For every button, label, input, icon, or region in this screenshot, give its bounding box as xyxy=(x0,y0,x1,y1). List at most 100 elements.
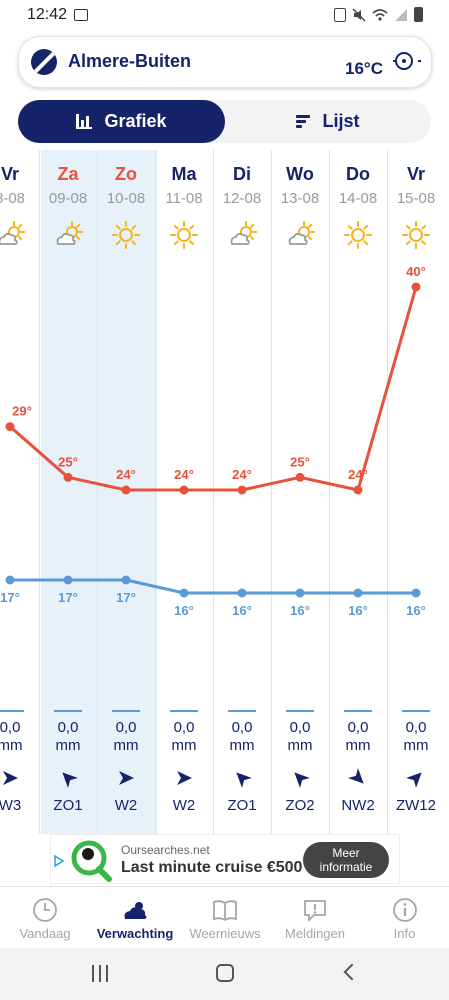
precipitation-unit: mm xyxy=(287,737,313,754)
gps-target-icon[interactable] xyxy=(393,52,421,70)
tab-grafiek[interactable]: Grafiek xyxy=(18,100,225,143)
column-separator xyxy=(155,150,156,834)
ad-logo-icon xyxy=(71,840,112,882)
ad-button-line2: informatie xyxy=(319,860,373,874)
precipitation-bar xyxy=(112,710,140,712)
partly-cloudy-icon xyxy=(0,221,25,245)
day-date: 8-08 xyxy=(0,190,26,207)
precipitation-value: 0,0 xyxy=(231,719,253,736)
day-column[interactable]: Za 09-08 0,0 mm ZO1 xyxy=(39,150,97,834)
adchoices-icon[interactable] xyxy=(54,855,64,867)
precipitation-value: 0,0 xyxy=(347,719,369,736)
nav-label: Info xyxy=(393,926,416,941)
partly-cloudy-icon xyxy=(288,221,315,245)
back-button[interactable] xyxy=(343,963,361,981)
precipitation-value: 0,0 xyxy=(289,719,311,736)
column-separator xyxy=(271,150,272,834)
nav-label: Meldingen xyxy=(285,926,345,941)
tab-grafiek-label: Grafiek xyxy=(104,111,167,131)
max-temp-label: 24° xyxy=(348,467,368,482)
mute-icon xyxy=(352,7,366,22)
max-temp-label: 24° xyxy=(174,467,194,482)
day-column[interactable]: Vr 15-08 0,0 mm ZW12 xyxy=(387,150,445,834)
book-icon xyxy=(213,900,237,922)
min-temp-point xyxy=(63,575,73,585)
day-date: 13-08 xyxy=(280,190,320,207)
min-temp-label: 16° xyxy=(290,603,310,618)
nav-label: Vandaag xyxy=(19,926,71,941)
ad-domain: Oursearches.net xyxy=(121,843,210,857)
day-column[interactable]: Do 14-08 0,0 mm NW2 xyxy=(329,150,387,834)
max-temp-label: 29° xyxy=(12,404,32,419)
wind-arrow-icon xyxy=(406,772,422,788)
temperature-chart: 29° 25° 24° 24° 24° 25° 24° 40° 17° 17° 17° 16° 16° 1… xyxy=(0,264,426,618)
day-column[interactable]: Wo 13-08 0,0 mm ZO2 xyxy=(271,150,329,834)
precipitation-bar xyxy=(54,710,82,712)
precipitation-value: 0,0 xyxy=(115,719,137,736)
location-bar[interactable]: Almere-Buiten 16°C xyxy=(18,36,432,88)
sun-icon xyxy=(402,221,430,249)
max-temp-point xyxy=(237,485,247,495)
nav-vandaag[interactable]: Vandaag xyxy=(0,887,90,949)
recent-apps-button[interactable] xyxy=(92,965,108,982)
min-temp-label: 17° xyxy=(58,590,78,605)
location-name[interactable]: Almere-Buiten xyxy=(68,51,192,71)
wind-arrow-icon xyxy=(294,772,310,788)
ad-title[interactable]: Last minute cruise €500 xyxy=(121,859,303,876)
wind-value: NW2 xyxy=(341,797,375,814)
bar-chart-icon xyxy=(76,114,93,129)
min-temp-line xyxy=(10,578,416,595)
max-temp-line xyxy=(9,286,418,492)
day-column[interactable]: Vr 8-08 0,0mm W3 xyxy=(0,150,39,834)
wind-arrow-icon xyxy=(177,771,192,785)
precipitation-bar xyxy=(402,710,430,712)
max-temp-point xyxy=(411,282,421,292)
day-column[interactable]: Zo 10-08 0,0 mm W2 xyxy=(97,150,155,834)
day-name: Wo xyxy=(286,164,314,184)
wind-value: W3 xyxy=(0,797,22,814)
clock-icon xyxy=(33,898,57,922)
wind-value: ZW12 xyxy=(395,797,436,814)
day-date: 15-08 xyxy=(396,190,436,207)
battery-icon xyxy=(414,7,423,22)
sun-icon xyxy=(170,221,198,249)
max-temp-point xyxy=(353,485,363,495)
alarm-icon xyxy=(334,7,346,22)
ad-button-line1: Meer xyxy=(332,846,360,860)
column-separator xyxy=(213,150,214,834)
info-icon xyxy=(392,898,417,922)
wind-value: ZO1 xyxy=(227,797,257,814)
nav-weernieuws[interactable]: Weernieuws xyxy=(180,887,270,949)
min-temp-point xyxy=(295,588,305,598)
partly-cloudy-icon xyxy=(230,221,257,245)
ad-more-info-button[interactable]: Meer informatie xyxy=(303,842,389,878)
precipitation-bar xyxy=(344,710,372,712)
min-temp-point xyxy=(121,575,131,585)
nav-label: Verwachting xyxy=(96,926,174,941)
precipitation-unit: mm xyxy=(55,737,81,754)
ad-banner[interactable]: Oursearches.net Last minute cruise €500 … xyxy=(50,834,400,884)
nav-meldingen[interactable]: Meldingen xyxy=(270,887,360,949)
view-toggle: Grafiek Lijst xyxy=(18,100,431,143)
max-temp-point xyxy=(5,422,15,432)
nav-info[interactable]: Info xyxy=(360,887,449,949)
min-temp-point xyxy=(5,575,15,585)
day-name: Ma xyxy=(171,164,197,184)
column-separator xyxy=(329,150,330,834)
app-logo-icon xyxy=(31,49,57,75)
nav-verwachting[interactable]: Verwachting xyxy=(90,887,180,949)
weather-icon xyxy=(124,902,147,919)
max-temp-point xyxy=(121,485,131,495)
day-column[interactable]: Di 12-08 0,0 mm ZO1 xyxy=(213,150,271,834)
home-button[interactable] xyxy=(216,964,234,982)
max-temp-label: 24° xyxy=(232,467,252,482)
precipitation-value: 0,0 xyxy=(405,719,427,736)
wind-value: ZO1 xyxy=(53,797,83,814)
nav-label: Weernieuws xyxy=(189,926,261,941)
min-temp-label: 17° xyxy=(116,590,136,605)
tab-lijst[interactable]: Lijst xyxy=(225,100,431,143)
day-column[interactable]: Ma 11-08 0,0 mm W2 xyxy=(155,150,213,834)
day-name: Do xyxy=(346,164,370,184)
max-temp-label: 40° xyxy=(406,264,426,279)
max-temp-point xyxy=(295,472,305,482)
